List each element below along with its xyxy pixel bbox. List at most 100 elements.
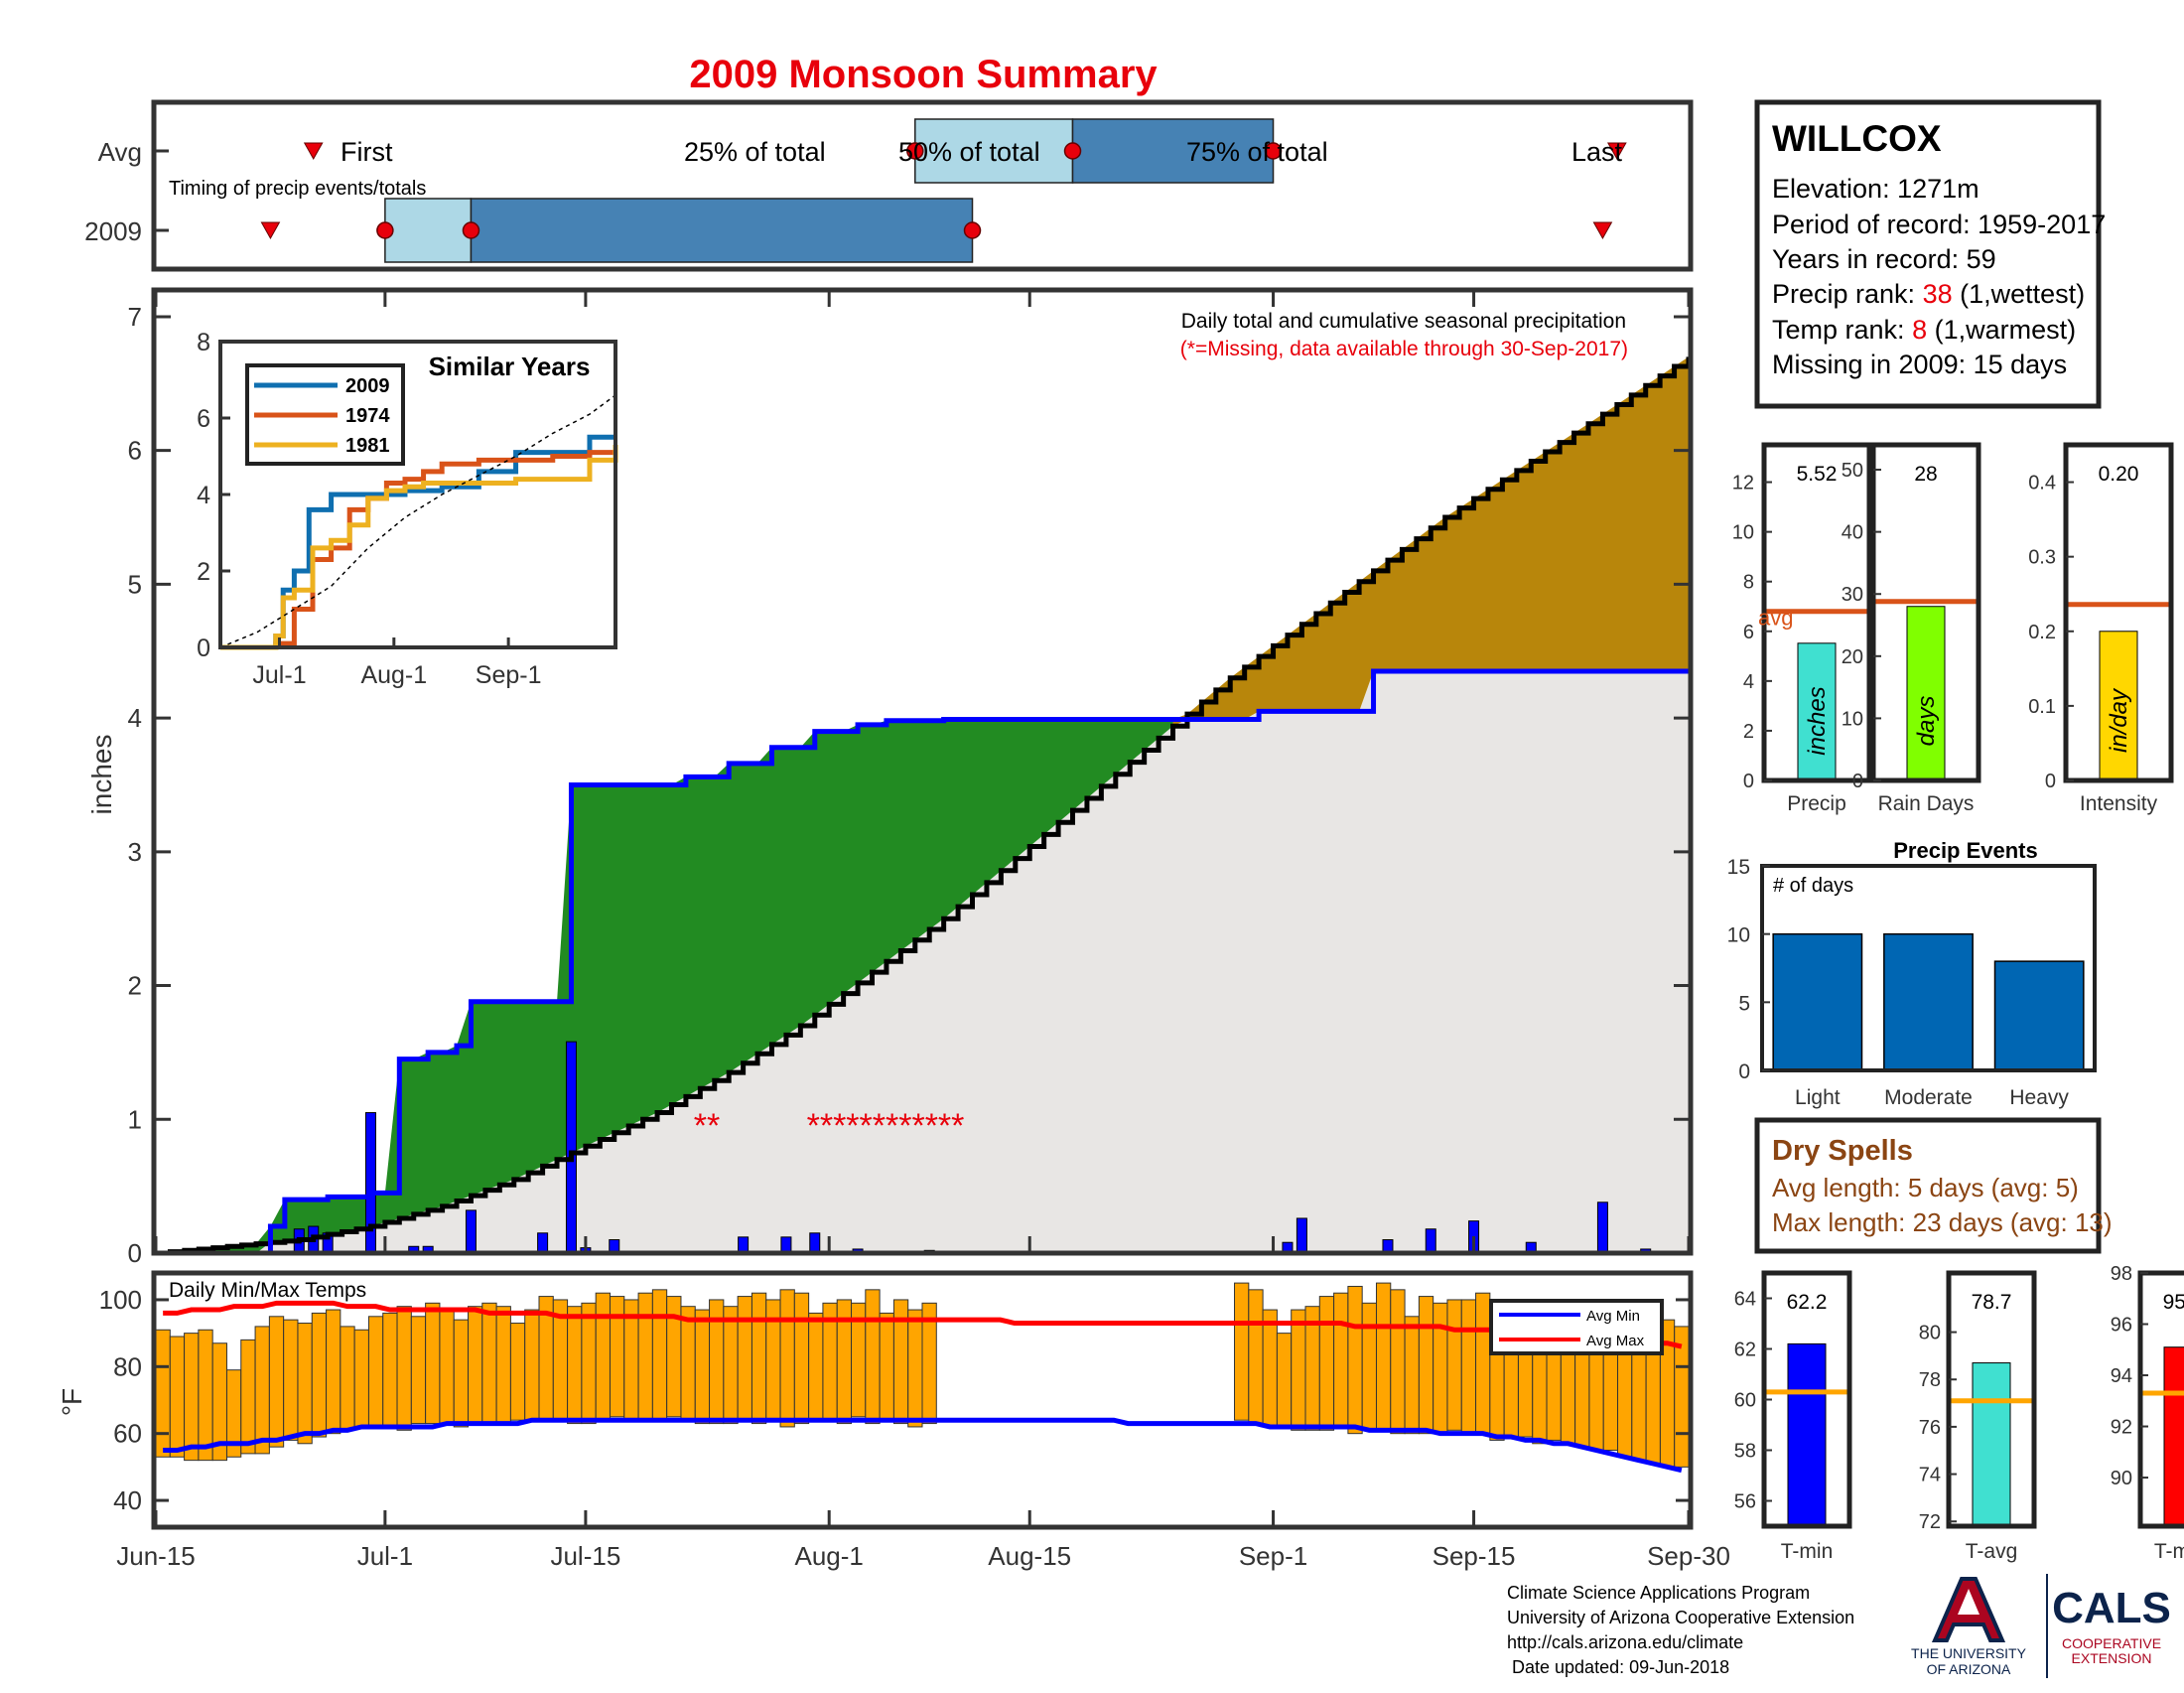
events-frame xyxy=(1760,864,2097,1072)
temp-bar-7 xyxy=(254,1326,270,1455)
temp-ytick-label-40: 40 xyxy=(113,1485,142,1515)
temp-bar-88 xyxy=(1404,1316,1420,1435)
temp-bar-14 xyxy=(353,1329,369,1428)
precip-summary-ytick-label-1-5: 50 xyxy=(1842,460,1863,482)
temp-summary-ytick-label-1-0: 72 xyxy=(1919,1511,1941,1533)
xtick-label-0: Jun-15 xyxy=(116,1541,196,1571)
temp-bar-83 xyxy=(1333,1292,1349,1428)
timing-subtitle: Timing of precip events/totals xyxy=(169,178,426,200)
missing-marks-a: ** xyxy=(694,1107,720,1145)
timing-row-year: 2009 xyxy=(84,216,142,246)
temp-summary-bar-1 xyxy=(1972,1362,2011,1527)
precip-summary-ytick-label-1-0: 0 xyxy=(1852,771,1863,792)
xtick-label-7: Sep-30 xyxy=(1647,1541,1730,1571)
legend-avg-max: Avg Max xyxy=(1586,1333,1645,1349)
precip-summary-ytick-label-0-3: 6 xyxy=(1743,622,1754,643)
events-ytick-label-15: 15 xyxy=(1727,856,1750,879)
temp-bar-0 xyxy=(155,1329,171,1458)
main-ytick-label-0: 0 xyxy=(128,1238,142,1268)
main-ytick-label-3: 3 xyxy=(128,837,142,867)
temp-bar-84 xyxy=(1347,1285,1363,1435)
timing-dot-p50-year xyxy=(462,221,480,239)
precip-summary-ytick-label-1-4: 40 xyxy=(1842,522,1863,544)
temp-summary-value-0: 62.2 xyxy=(1787,1291,1828,1314)
timing-label-last: Last xyxy=(1571,137,1623,167)
temp-bar-42 xyxy=(751,1292,767,1425)
dry-spells-title: Dry Spells xyxy=(1772,1135,1913,1167)
station-years: Years in record: 59 xyxy=(1772,244,1996,274)
temp-bar-51 xyxy=(879,1312,894,1421)
temp-bar-30 xyxy=(581,1302,597,1425)
coop-ext-line-1: COOPERATIVE xyxy=(2062,1635,2161,1651)
temp-bar-29 xyxy=(567,1306,583,1425)
temp-summary-ytick-label-1-2: 76 xyxy=(1919,1417,1941,1439)
temp-bar-77 xyxy=(1248,1289,1264,1425)
footer-line-4: Date updated: 09-Jun-2018 xyxy=(1507,1657,1729,1677)
temp-bar-22 xyxy=(468,1306,483,1425)
year-cumulative-line xyxy=(156,668,1689,1256)
station-period: Period of record: 1959-2017 xyxy=(1772,210,2106,239)
timing-dot-p50-avg xyxy=(1063,142,1082,160)
temp-bar-34 xyxy=(637,1292,653,1421)
events-category-0: Light xyxy=(1795,1086,1841,1109)
ua-logo-line-1: THE UNIVERSITY xyxy=(1911,1645,2027,1661)
figure-title: 2009 Monsoon Summary xyxy=(689,53,1158,96)
temp-bar-41 xyxy=(737,1296,752,1421)
temp-summary-charts: 62.2 T-min 56 58 60 62 64 78.7 T-avg 72 74 76 78 80 95… xyxy=(1734,1263,2184,1563)
temp-bar-87 xyxy=(1390,1289,1406,1435)
precip-summary-value-0: 5.52 xyxy=(1797,463,1838,486)
temp-bar-26 xyxy=(524,1309,540,1421)
events-ylabel: # of days xyxy=(1773,875,1853,897)
precip-summary-charts: 5.52 inches Precip 0 2 4 6 8 10 12 avg 28 days Rain D… xyxy=(1732,442,2174,815)
temp-bar-45 xyxy=(793,1292,810,1425)
temp-summary-bar-2 xyxy=(2163,1346,2184,1527)
station-name: WILLCOX xyxy=(1772,118,1942,159)
temp-summary-value-2: 95.1 xyxy=(2163,1291,2184,1314)
precip-summary-frame-1 xyxy=(1870,442,1981,783)
temp-bar-85 xyxy=(1361,1302,1377,1431)
precip-summary-frame-0 xyxy=(1761,442,1872,783)
temp-bar-53 xyxy=(907,1309,923,1428)
precip-summary-ytick-label-2-3: 0.3 xyxy=(2028,547,2056,569)
timing-panel: Avg 2009 Timing of precip events/totals … xyxy=(84,99,1694,272)
temp-bar-90 xyxy=(1433,1302,1448,1435)
daily-temps-panel: 40 60 80 100 Daily Min/Max Temps °F Avg Min… xyxy=(57,1270,1694,1530)
precip-summary-frame-2 xyxy=(2063,442,2174,783)
xtick-label-5: Sep-1 xyxy=(1239,1541,1307,1571)
cals-logo: CALS xyxy=(2052,1584,2171,1632)
inset-legend-label-1974: 1974 xyxy=(345,405,390,427)
similar-years-inset: 0 2 4 6 8 Jul-1 Aug-1 Sep-1 Similar Years 2009 1… xyxy=(197,329,618,689)
daily-precip-bar-17 xyxy=(1296,1217,1307,1254)
temp-summary-ytick-label-0-1: 58 xyxy=(1734,1441,1756,1463)
temp-bar-78 xyxy=(1262,1309,1278,1428)
precip-summary-category-2: Intensity xyxy=(2080,792,2158,815)
temp-bar-76 xyxy=(1234,1282,1250,1421)
timing-label-first: First xyxy=(341,137,393,167)
temp-bar-31 xyxy=(595,1292,611,1421)
legend-avg-min: Avg Min xyxy=(1586,1308,1640,1325)
temp-summary-frame-2 xyxy=(2137,1270,2184,1529)
temp-bar-80 xyxy=(1291,1309,1306,1431)
temp-summary-ytick-label-0-0: 56 xyxy=(1734,1491,1756,1513)
temp-summary-category-0: T-min xyxy=(1781,1540,1834,1563)
temp-summary-ytick-label-0-4: 64 xyxy=(1734,1289,1756,1311)
temp-summary-ytick-label-1-3: 78 xyxy=(1919,1369,1941,1391)
temp-summary-bar-0 xyxy=(1787,1342,1827,1527)
avg-last-marker xyxy=(1606,142,1627,161)
temp-bar-35 xyxy=(651,1289,668,1421)
precip-summary-ytick-label-0-6: 12 xyxy=(1732,473,1754,494)
inset-ytick-label-6: 6 xyxy=(197,405,210,433)
below-area xyxy=(156,670,1689,1253)
inset-xtick-label-0: Jul-1 xyxy=(252,661,306,689)
precip-avg-label: avg xyxy=(1758,606,1793,631)
temps-ylabel: °F xyxy=(57,1388,87,1416)
inset-line-1974 xyxy=(220,444,618,650)
temp-bar-54 xyxy=(921,1302,937,1425)
xtick-label-4: Aug-15 xyxy=(988,1541,1071,1571)
main-ylabel: inches xyxy=(86,735,117,815)
timing-dot-p75-year xyxy=(963,221,982,239)
station-elevation: Elevation: 1271m xyxy=(1772,174,1979,204)
dry-spells-box: Dry Spells Avg length: 5 days (avg: 5) M… xyxy=(1754,1117,2113,1254)
events-bar-2 xyxy=(1993,960,2085,1071)
